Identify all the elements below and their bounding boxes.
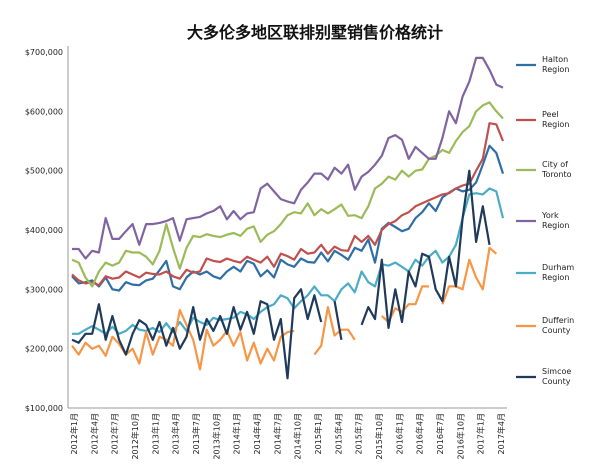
x-tick-label: 2013年10月 <box>211 413 221 460</box>
x-tick-label: 2012年1月 <box>69 413 79 454</box>
series-line-halton-region <box>71 144 505 292</box>
legend-label: City of Toronto <box>541 160 572 179</box>
series-line-peel-region <box>71 122 505 287</box>
series-line-city-of-toronto <box>71 101 504 288</box>
x-tick-label: 2017年4月 <box>496 413 506 454</box>
y-tick-label: $700,000 <box>25 48 63 57</box>
legend-label: Simcoe County <box>542 367 571 386</box>
x-tick-label: 2013年7月 <box>191 413 201 454</box>
series-line-simcoe-county <box>71 169 491 380</box>
x-tick-label: 2017年1月 <box>476 413 486 454</box>
y-tick-label: $400,000 <box>25 226 63 235</box>
x-tick-label: 2012年4月 <box>89 413 99 454</box>
x-tick-label: 2016年7月 <box>435 413 445 454</box>
y-tick-label: $500,000 <box>25 167 63 176</box>
y-tick-label: $100,000 <box>25 404 63 413</box>
x-tick-label: 2015年10月 <box>374 413 384 460</box>
x-tick-label: 2012年7月 <box>110 413 120 454</box>
x-tick-label: 2015年7月 <box>354 413 364 454</box>
x-tick-label: 2016年10月 <box>455 413 465 460</box>
x-tick-label: 2015年1月 <box>313 413 323 454</box>
plot-axes: $100,000 $200,000 $300,000 $400,000 $500,000… <box>25 46 507 460</box>
x-tick-label: 2012年10月 <box>130 413 140 460</box>
x-tick-label: 2014年1月 <box>232 413 242 454</box>
legend-label: Dufferin County <box>542 316 574 335</box>
x-tick-label: 2014年7月 <box>272 413 282 454</box>
chart-title: 大多伦多地区联排别墅销售价格统计 <box>187 23 443 42</box>
x-tick-label: 2015年4月 <box>333 413 343 454</box>
legend: Halton Region Peel Region City of Toronto York… <box>516 55 574 386</box>
x-tick-label: 2014年4月 <box>252 413 262 454</box>
y-tick-label: $300,000 <box>25 285 63 294</box>
legend-label: York Region <box>541 211 569 230</box>
y-tick-label: $600,000 <box>25 107 63 116</box>
legend-label: Peel Region <box>542 110 569 129</box>
series-line-dufferin-county <box>71 246 498 371</box>
legend-label: Durham Region <box>542 263 574 282</box>
y-tick-label: $200,000 <box>25 345 63 354</box>
x-tick-label: 2016年4月 <box>415 413 425 454</box>
x-tick-label: 2013年1月 <box>150 413 160 454</box>
series-line-york-region <box>72 56 504 260</box>
series-line-durham-region <box>72 187 505 335</box>
x-tick-label: 2014年10月 <box>293 413 303 460</box>
x-tick-label: 2016年1月 <box>394 413 404 454</box>
plot-lines <box>71 56 505 380</box>
x-tick-label: 2013年4月 <box>171 413 181 454</box>
legend-label: Halton Region <box>542 55 569 74</box>
